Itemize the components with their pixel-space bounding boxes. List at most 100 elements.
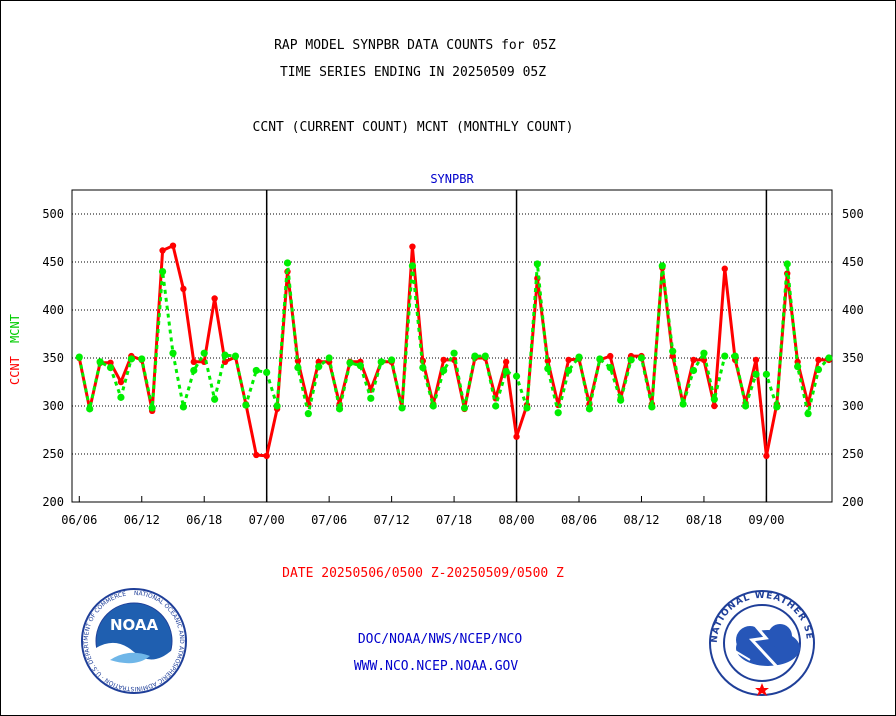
data-point-mcnt — [565, 366, 573, 375]
x-tick-label: 07/00 — [249, 513, 285, 527]
x-tick-label: 08/06 — [561, 513, 597, 527]
data-point-mcnt — [804, 410, 812, 418]
y-tick-label-right: 300 — [842, 399, 864, 413]
x-tick-label: 06/06 — [61, 513, 97, 527]
x-tick-label: 07/12 — [374, 513, 410, 527]
data-point-mcnt — [429, 402, 437, 410]
data-point-mcnt — [731, 352, 739, 360]
data-point-mcnt — [544, 364, 552, 373]
data-point-mcnt — [502, 367, 510, 376]
data-point-ccnt — [565, 356, 572, 364]
y-tick-label-left: 500 — [42, 207, 64, 221]
grid-layer — [72, 213, 832, 455]
data-point-ccnt — [502, 358, 510, 366]
x-tick-label: 06/12 — [124, 513, 160, 527]
data-point-mcnt — [554, 409, 562, 417]
chart-title-line1: RAP MODEL SYNPBR DATA COUNTS for 05Z — [274, 38, 556, 53]
y-tick-label-left: 250 — [42, 447, 64, 461]
data-point-ccnt — [211, 295, 218, 302]
data-point-mcnt — [367, 394, 375, 402]
data-point-mcnt — [221, 351, 229, 359]
x-tick-label: 07/18 — [436, 513, 472, 527]
data-point-mcnt — [617, 396, 625, 404]
data-point-mcnt — [158, 268, 167, 276]
data-point-ccnt — [763, 452, 770, 460]
data-point-mcnt — [460, 404, 469, 412]
data-point-mcnt — [325, 354, 333, 362]
data-point-mcnt — [710, 395, 718, 403]
data-point-ccnt — [440, 356, 447, 364]
data-point-mcnt — [315, 363, 323, 371]
data-point-ccnt — [117, 378, 125, 386]
data-point-ccnt — [544, 357, 551, 365]
data-point-mcnt — [346, 359, 354, 367]
data-point-mcnt — [86, 405, 94, 413]
data-point-mcnt — [689, 366, 698, 375]
data-point-mcnt — [700, 349, 708, 357]
data-point-mcnt — [637, 354, 646, 362]
data-point-mcnt — [471, 352, 479, 360]
data-point-mcnt — [752, 370, 760, 378]
data-point-ccnt — [169, 242, 177, 249]
x-tick-label: 08/18 — [686, 513, 722, 527]
data-point-mcnt — [606, 364, 614, 372]
data-point-ccnt — [607, 352, 614, 360]
data-point-mcnt — [794, 363, 802, 371]
data-point-mcnt — [231, 352, 240, 360]
data-point-ccnt — [513, 433, 520, 440]
data-point-mcnt — [356, 362, 364, 370]
y-tick-label-right: 350 — [842, 351, 864, 365]
data-point-mcnt — [741, 402, 750, 410]
data-point-mcnt — [335, 405, 344, 413]
nco-website-link[interactable]: WWW.NCO.NCEP.NOAA.GOV — [353, 659, 519, 674]
data-point-mcnt — [242, 401, 250, 409]
data-point-mcnt — [679, 400, 687, 408]
data-point-ccnt — [711, 402, 718, 410]
data-point-mcnt — [523, 404, 531, 412]
data-point-mcnt — [721, 352, 729, 360]
chart-title-line3: CCNT (CURRENT COUNT) MCNT (MONTHLY COUNT… — [252, 120, 574, 135]
data-point-mcnt — [96, 358, 104, 366]
data-point-mcnt — [481, 352, 489, 360]
data-point-mcnt — [106, 364, 115, 372]
data-point-mcnt — [263, 368, 271, 376]
data-point-mcnt — [648, 403, 656, 411]
x-tick-label: 07/06 — [311, 513, 347, 527]
data-point-mcnt — [138, 355, 146, 363]
data-point-mcnt — [283, 259, 292, 267]
data-point-mcnt — [148, 404, 156, 412]
data-point-mcnt — [450, 349, 458, 357]
series-layer — [75, 242, 833, 460]
data-point-ccnt — [690, 356, 697, 364]
axis-layer: 200 200 250 250 300 300 350 350 400 400 450 450 500 5… — [42, 189, 864, 527]
data-point-mcnt — [304, 410, 312, 418]
data-point-mcnt — [512, 372, 521, 380]
data-point-mcnt — [585, 405, 594, 413]
y-tick-label-left: 200 — [42, 495, 64, 509]
y-tick-label-right: 400 — [842, 303, 864, 317]
data-point-ccnt — [721, 265, 728, 272]
data-point-mcnt — [596, 355, 604, 363]
noaa-logo-text: NOAA — [110, 616, 159, 634]
data-point-mcnt — [252, 366, 260, 375]
data-point-mcnt — [75, 353, 83, 361]
data-point-mcnt — [179, 403, 187, 411]
plot-frame — [71, 189, 833, 503]
data-point-mcnt — [169, 349, 177, 357]
y-axis-label-ccnt: CCNT — [8, 356, 22, 385]
noaa-logo: NOAA NATIONAL OCEANIC AND ATMOSPHERIC AD… — [81, 588, 187, 694]
x-tick-label: 09/00 — [748, 513, 784, 527]
x-tick-label: 06/18 — [186, 513, 222, 527]
data-point-mcnt — [388, 356, 396, 364]
y-axis-label-mcnt: MCNT — [8, 314, 22, 343]
data-point-mcnt — [440, 366, 448, 375]
data-point-ccnt — [180, 285, 187, 293]
doc-noaa-link[interactable]: DOC/NOAA/NWS/NCEP/NCO — [357, 632, 523, 647]
data-point-mcnt — [127, 355, 135, 363]
data-point-ccnt — [159, 247, 166, 254]
data-point-mcnt — [627, 356, 635, 364]
y-tick-label-right: 250 — [842, 447, 864, 461]
data-point-ccnt — [263, 452, 270, 460]
data-point-mcnt — [825, 354, 833, 362]
